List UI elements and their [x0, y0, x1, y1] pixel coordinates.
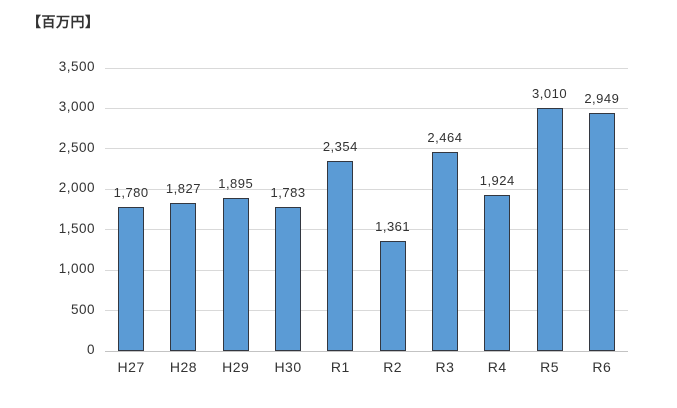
x-tick-label: R5: [540, 359, 559, 375]
x-tick-label: R2: [383, 359, 403, 375]
y-tick-label: 1,500: [58, 220, 95, 236]
y-tick-label: 3,500: [58, 59, 95, 74]
gridline: [105, 188, 628, 190]
bar-R3: [431, 151, 458, 351]
bar-value-label: 1,827: [165, 181, 201, 197]
bar-H27: [118, 207, 145, 351]
x-tick-label: H30: [274, 359, 302, 375]
x-axis-line: [105, 350, 628, 352]
y-tick-label: 2,500: [58, 139, 95, 155]
bar-R5: [536, 107, 563, 351]
bar-value-label: 3,010: [532, 85, 568, 101]
bar-value-label: 1,895: [218, 175, 254, 191]
gridline: [105, 107, 628, 109]
bar-H29: [222, 197, 249, 351]
y-tick-label: 0: [86, 342, 95, 357]
bar-value-label: 2,464: [427, 129, 463, 145]
gridline: [105, 310, 628, 312]
bar-H28: [170, 203, 197, 351]
y-tick-label: 3,000: [58, 99, 95, 115]
x-tick-label: H28: [169, 359, 198, 375]
gridline: [105, 148, 628, 150]
gridline: [105, 269, 628, 271]
x-tick-label: H29: [222, 359, 250, 375]
x-tick-label: R3: [435, 359, 455, 375]
y-tick-label: 2,000: [58, 180, 95, 196]
bar-R6: [588, 112, 615, 351]
x-tick-label: R1: [330, 359, 350, 375]
bar-R1: [327, 160, 354, 351]
chart-unit-label: 【百万円】: [27, 14, 100, 30]
y-tick-label: 1,000: [58, 261, 95, 277]
gridline: [105, 67, 628, 69]
bar-R2: [379, 240, 406, 351]
bar-R4: [484, 195, 511, 351]
bar-value-label: 1,924: [479, 173, 515, 189]
bar-value-label: 2,354: [322, 138, 358, 154]
bar-H30: [275, 206, 302, 351]
bar-value-label: 2,949: [584, 90, 620, 106]
x-tick-label: R6: [592, 359, 612, 375]
bar-value-label: 1,361: [375, 218, 411, 234]
x-tick-label: H27: [117, 359, 145, 375]
y-tick-label: 500: [70, 301, 95, 317]
bar-value-label: 1,783: [270, 184, 306, 200]
gridline: [105, 229, 628, 231]
bar-value-label: 1,780: [113, 185, 149, 201]
x-tick-label: R4: [487, 359, 507, 375]
